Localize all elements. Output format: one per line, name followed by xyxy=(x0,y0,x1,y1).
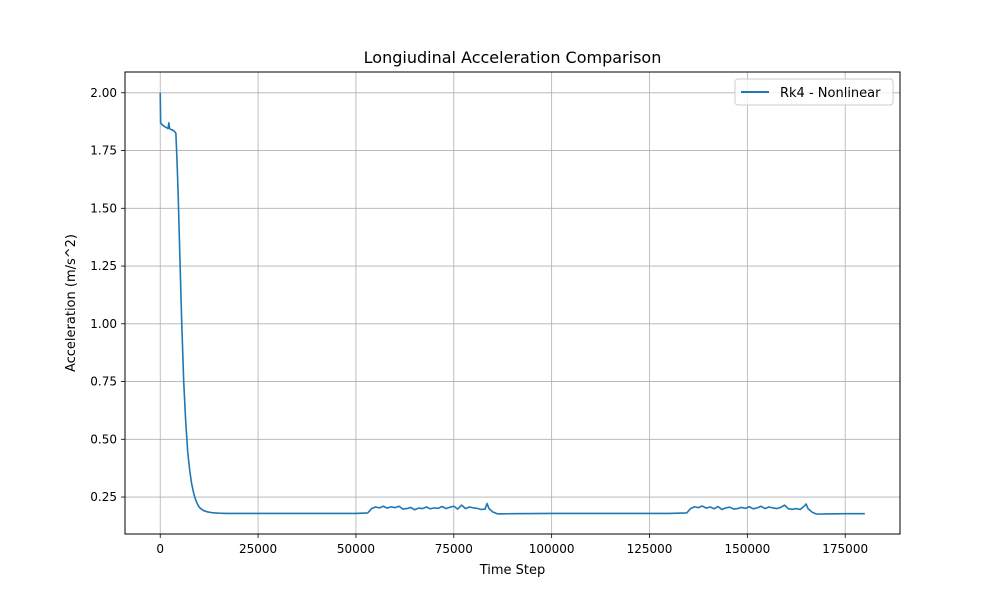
x-tick-label: 0 xyxy=(156,542,164,556)
axes-frame xyxy=(124,71,901,535)
y-axis-label: Acceleration (m/s^2) xyxy=(64,234,79,372)
legend-box xyxy=(734,78,894,106)
x-tick-label: 25000 xyxy=(239,542,277,556)
grid xyxy=(125,72,900,534)
y-tick-label: 1.00 xyxy=(90,317,117,331)
y-tick-label: 0.25 xyxy=(90,490,117,504)
y-tick-label: 1.50 xyxy=(90,201,117,215)
legend: Rk4 - Nonlinear xyxy=(734,78,894,106)
x-tick-label: 150000 xyxy=(724,542,770,556)
chart-title: Longiudinal Acceleration Comparison xyxy=(364,48,662,67)
y-tick-label: 0.75 xyxy=(90,375,117,389)
x-tick-label: 50000 xyxy=(337,542,375,556)
legend-label-rk4: Rk4 - Nonlinear xyxy=(780,86,881,101)
x-tick-label: 75000 xyxy=(435,542,473,556)
y-tick-label: 1.25 xyxy=(90,259,117,273)
y-tick-label: 2.00 xyxy=(90,86,117,100)
y-tick-label: 1.75 xyxy=(90,144,117,158)
x-tick-label: 175000 xyxy=(822,542,868,556)
x-axis-ticks: 0 25000 50000 75000 100000 125000 150000 175000 xyxy=(156,534,868,556)
series-layer xyxy=(159,92,865,515)
x-tick-label: 125000 xyxy=(627,542,673,556)
y-axis-ticks: 0.25 0.50 0.75 1.00 1.25 1.50 1.75 2.00 xyxy=(90,86,125,504)
x-tick-label: 100000 xyxy=(529,542,575,556)
x-axis-label: Time Step xyxy=(479,563,546,578)
y-tick-label: 0.50 xyxy=(90,432,117,446)
series-line-0 xyxy=(159,92,865,515)
